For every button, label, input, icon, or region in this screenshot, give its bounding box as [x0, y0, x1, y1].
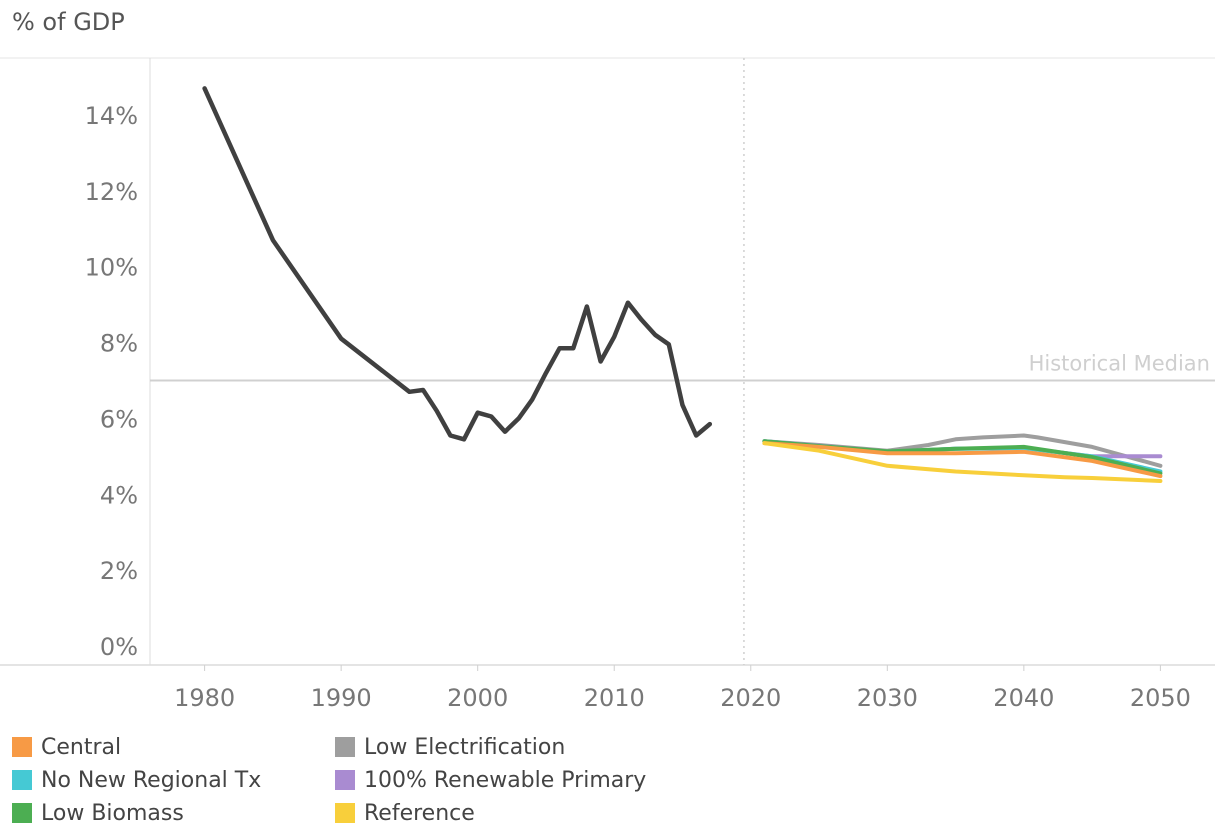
- y-tick-label: 6%: [100, 405, 138, 433]
- legend-label: Central: [41, 734, 122, 760]
- y-tick-label: 12%: [85, 178, 138, 206]
- x-tick-label: 2010: [584, 684, 645, 712]
- legend-swatch: [335, 770, 355, 790]
- x-tick-label: 1990: [311, 684, 372, 712]
- legend-label: No New Regional Tx: [41, 767, 262, 793]
- legend: Central No New Regional Tx Low Biomass L…: [0, 730, 1215, 827]
- y-tick-label: 10%: [85, 254, 138, 282]
- x-tick-label: 2000: [447, 684, 508, 712]
- legend-label: Reference: [364, 800, 475, 826]
- series-line-reference: [762, 441, 1163, 483]
- legend-swatch: [12, 737, 32, 757]
- x-tick-label: 1980: [174, 684, 235, 712]
- x-tick-label: 2040: [993, 684, 1054, 712]
- legend-label: Low Electrification: [364, 734, 566, 760]
- legend-swatch: [335, 737, 355, 757]
- legend-swatch: [12, 770, 32, 790]
- y-tick-label: 14%: [85, 102, 138, 130]
- series-line-historical: [202, 86, 713, 442]
- legend-item-100-renewable-primary[interactable]: 100% Renewable Primary: [335, 765, 646, 795]
- legend-item-low-biomass[interactable]: Low Biomass: [12, 798, 184, 828]
- y-axis-title: % of GDP: [12, 8, 125, 36]
- legend-label: 100% Renewable Primary: [364, 767, 647, 793]
- legend-swatch: [335, 803, 355, 823]
- y-tick-label: 0%: [100, 633, 138, 661]
- historical-median-label: Historical Median: [1029, 351, 1210, 375]
- x-tick-label: 2030: [857, 684, 918, 712]
- legend-label: Low Biomass: [41, 800, 184, 826]
- y-tick-label: 4%: [100, 481, 138, 509]
- series-line-central: [762, 441, 1163, 479]
- line-chart: 0% 2% 4% 6% 8% 10% 12% 14% 1980 1990 2000 2010 2020 2…: [0, 57, 1215, 712]
- legend-item-central[interactable]: Central: [12, 732, 121, 762]
- x-tick-label: 2020: [720, 684, 781, 712]
- legend-item-no-new-regional-tx[interactable]: No New Regional Tx: [12, 765, 261, 795]
- legend-item-low-electrification[interactable]: Low Electrification: [335, 732, 565, 762]
- legend-swatch: [12, 803, 32, 823]
- x-tick-label: 2050: [1130, 684, 1191, 712]
- legend-item-reference[interactable]: Reference: [335, 798, 475, 828]
- y-tick-label: 2%: [100, 557, 138, 585]
- y-tick-label: 8%: [100, 330, 138, 358]
